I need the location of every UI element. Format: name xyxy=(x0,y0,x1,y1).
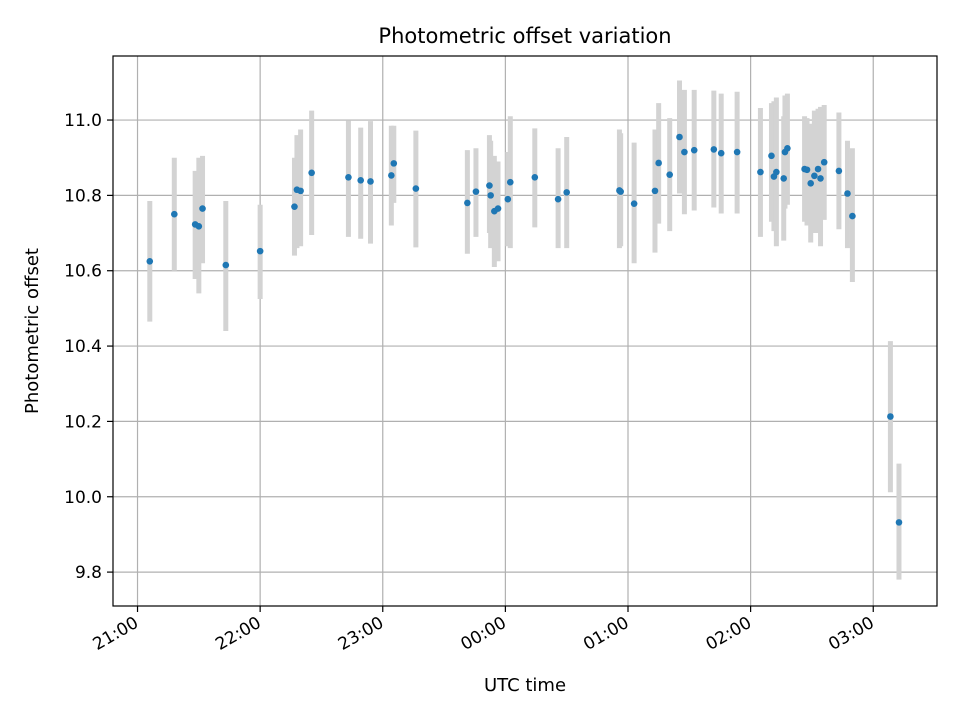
data-point xyxy=(887,413,894,420)
data-point xyxy=(733,148,741,156)
data-point xyxy=(710,146,718,153)
data-point xyxy=(768,152,775,160)
data-point xyxy=(803,166,811,174)
y-tick-label: 9.8 xyxy=(75,563,102,583)
data-point xyxy=(222,261,230,269)
data-point xyxy=(681,148,688,156)
data-point xyxy=(494,205,502,212)
data-point xyxy=(630,200,638,207)
data-point xyxy=(676,133,683,141)
data-point xyxy=(146,258,154,265)
data-point xyxy=(554,195,562,203)
data-point xyxy=(357,177,364,184)
data-point xyxy=(811,172,818,180)
data-point xyxy=(531,174,539,181)
data-point xyxy=(504,195,512,203)
data-point xyxy=(506,178,514,186)
data-point xyxy=(195,222,203,230)
y-axis-title: Photometric offset xyxy=(22,248,43,414)
data-point xyxy=(412,185,420,192)
data-point xyxy=(486,182,493,189)
y-tick-label: 10.6 xyxy=(64,262,102,282)
y-tick-label: 10.4 xyxy=(64,337,102,357)
y-tick-label: 10.0 xyxy=(64,488,102,508)
data-point xyxy=(849,212,856,220)
plot-frame xyxy=(112,55,938,607)
data-point xyxy=(390,160,398,167)
x-axis-title: UTC time xyxy=(484,675,566,696)
data-point xyxy=(807,180,815,187)
data-point xyxy=(757,168,764,176)
data-point xyxy=(291,203,298,210)
data-point xyxy=(367,178,374,185)
data-point xyxy=(814,165,822,173)
grid-lines xyxy=(113,56,937,606)
chart-title: Photometric offset variation xyxy=(378,24,671,48)
data-point xyxy=(666,171,673,178)
data-points xyxy=(146,133,903,526)
data-point xyxy=(171,210,178,218)
data-point xyxy=(472,188,480,195)
data-point xyxy=(817,175,824,182)
data-point xyxy=(773,168,780,176)
data-point xyxy=(844,190,851,197)
data-point xyxy=(487,192,494,199)
data-point xyxy=(345,174,352,181)
data-point xyxy=(717,149,725,157)
y-tick-label: 10.8 xyxy=(64,186,102,206)
data-point xyxy=(297,187,304,195)
data-point xyxy=(256,247,264,255)
data-point xyxy=(563,189,570,196)
data-point xyxy=(655,159,662,167)
data-point xyxy=(835,167,843,175)
data-point xyxy=(784,144,791,152)
data-point xyxy=(308,169,315,177)
y-tick-label: 10.2 xyxy=(64,412,102,432)
data-point xyxy=(820,158,828,166)
data-point xyxy=(780,175,788,182)
data-point xyxy=(617,188,624,195)
data-point xyxy=(464,199,471,207)
data-point xyxy=(199,205,206,212)
data-point xyxy=(690,146,698,154)
data-point xyxy=(895,519,903,526)
y-tick-label: 11.0 xyxy=(64,111,102,131)
data-point xyxy=(651,187,659,195)
data-point xyxy=(388,172,395,179)
